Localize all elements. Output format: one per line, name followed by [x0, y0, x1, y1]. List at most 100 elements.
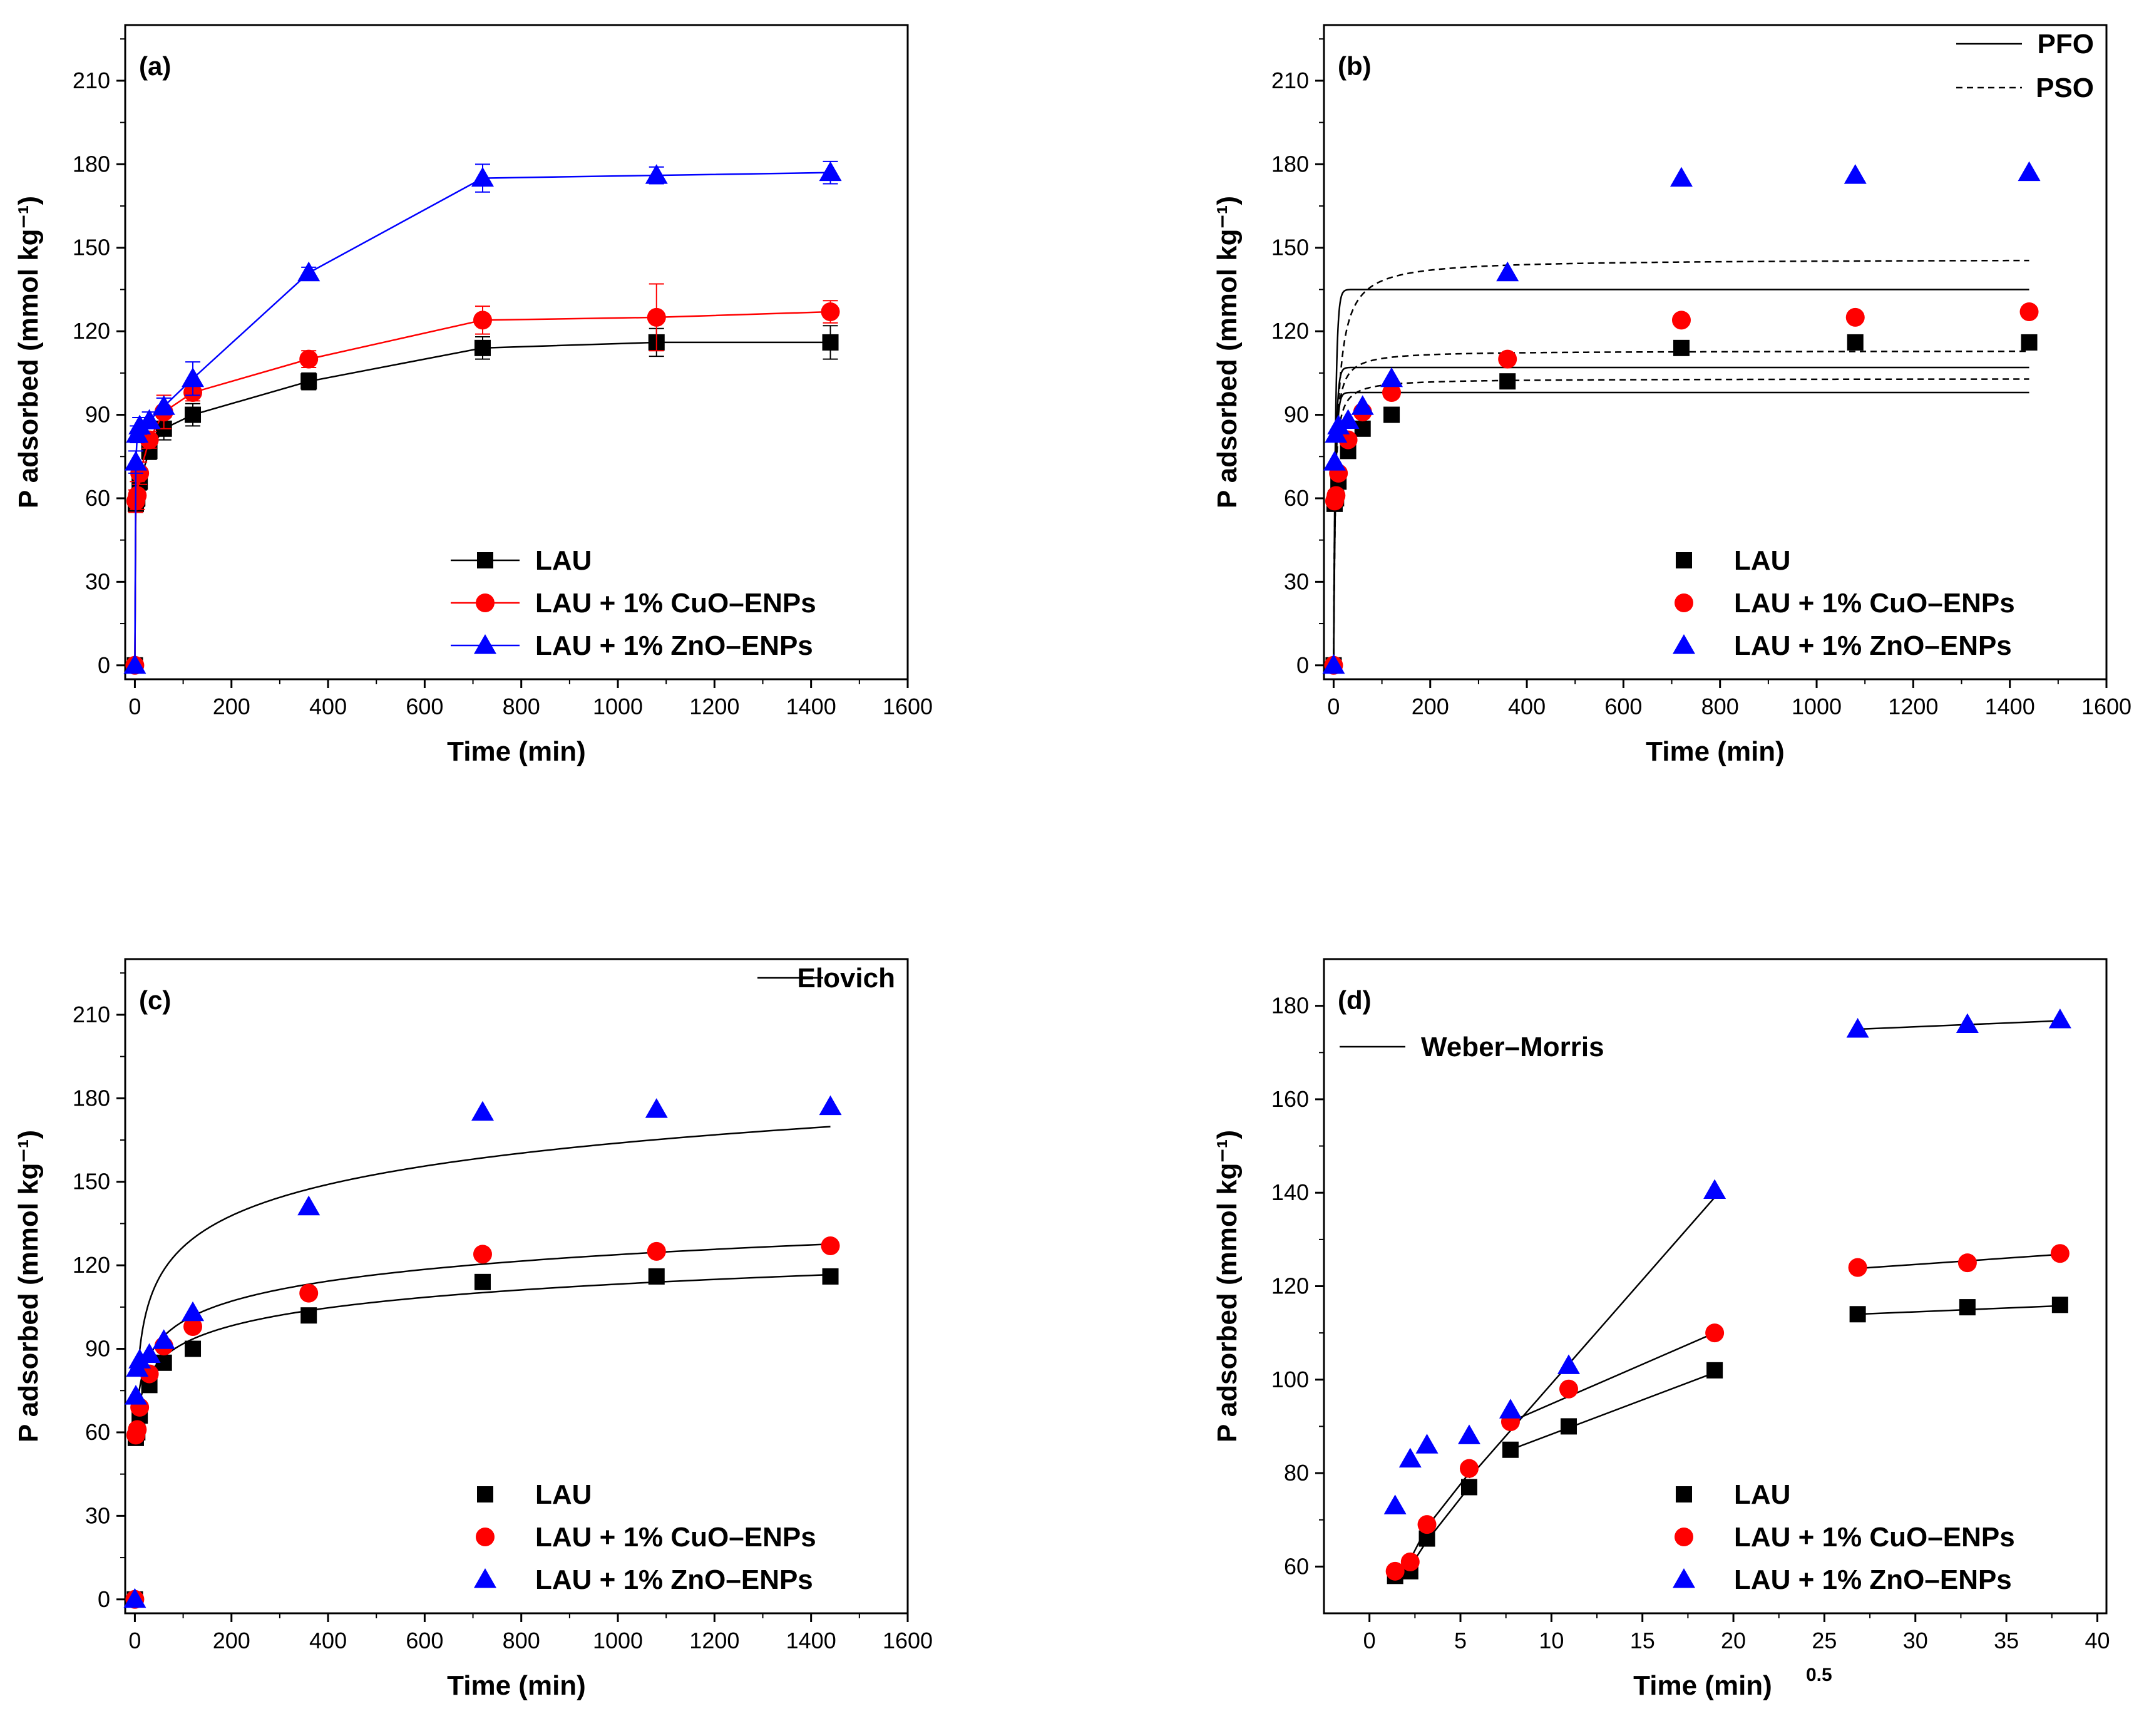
y-tick-label: 90: [1284, 402, 1309, 428]
x-tick-label: 20: [1721, 1628, 1746, 1653]
data-point-triangle: [1703, 1179, 1726, 1199]
x-tick-label: 0: [128, 694, 141, 719]
data-point-circle: [1338, 430, 1358, 449]
data-point-square: [1499, 373, 1516, 390]
legend-marker-circle: [476, 1528, 495, 1546]
data-point-circle: [128, 486, 147, 505]
legend-marker-square: [477, 552, 493, 568]
data-point-square: [648, 1268, 665, 1285]
data-point-square: [822, 1268, 839, 1285]
legend-marker-triangle: [1673, 1568, 1695, 1588]
fit-legend-label: Weber–Morris: [1421, 1032, 1604, 1062]
data-point-triangle: [123, 1588, 146, 1608]
y-tick-label: 90: [85, 402, 110, 428]
y-tick-label: 120: [73, 1252, 110, 1278]
data-point-triangle: [1415, 1434, 1439, 1454]
data-point-circle: [1498, 349, 1517, 369]
legend-marker-square: [477, 1486, 493, 1502]
data-point-circle: [821, 1236, 840, 1256]
series-triangle: [123, 160, 842, 674]
x-tick-label: 200: [213, 694, 250, 719]
panel-label: (b): [1338, 51, 1372, 81]
fit-curve-weber–morris: [1510, 1372, 1715, 1451]
data-point-triangle: [645, 164, 668, 184]
data-point-circle: [1845, 307, 1865, 327]
y-tick-label: 80: [1284, 1460, 1309, 1486]
series-circle: [1385, 1244, 2070, 1581]
data-point-square: [822, 334, 839, 351]
x-tick-label: 800: [1701, 694, 1739, 719]
legend: LAU LAU + 1% CuO–ENPs LAU + 1% ZnO–ENPs: [451, 545, 816, 661]
fit-curve-weber–morris: [1857, 1305, 2060, 1315]
x-tick-label: 0: [128, 1628, 141, 1653]
data-point-triangle: [1457, 1424, 1480, 1444]
series-circle: [125, 1236, 840, 1609]
y-tick-label: 140: [1271, 1179, 1309, 1205]
data-point-triangle: [182, 1301, 205, 1322]
x-tick-label: 30: [1903, 1628, 1928, 1653]
data-point-circle: [1382, 383, 1402, 402]
x-tick-label: 1200: [1888, 694, 1938, 719]
data-point-circle: [140, 430, 159, 449]
data-point-triangle: [152, 395, 175, 415]
data-point-square: [1460, 1479, 1477, 1496]
data-point-square: [300, 1307, 317, 1324]
data-point-triangle: [1670, 167, 1693, 187]
data-point-triangle: [128, 1348, 151, 1369]
x-tick-label: 40: [2085, 1628, 2110, 1653]
data-point-square: [300, 373, 317, 390]
x-tick-label: 35: [1994, 1628, 2019, 1653]
fit-curve-pfo: [1333, 391, 2029, 665]
y-tick-label: 150: [1271, 235, 1309, 260]
series-triangle: [1383, 1009, 2071, 1514]
data-point-circle: [1671, 311, 1691, 330]
data-point-circle: [2019, 302, 2039, 322]
data-point-triangle: [1398, 1447, 1422, 1468]
data-point-square: [1502, 1441, 1519, 1458]
data-point-circle: [473, 1245, 492, 1264]
y-tick-label: 210: [73, 68, 110, 93]
legend-label: LAU: [1734, 1479, 1790, 1510]
data-point-square: [1673, 339, 1690, 356]
y-tick-label: 160: [1271, 1086, 1309, 1112]
y-axis-title: P adsorbed (mmol kg⁻¹): [1212, 196, 1243, 508]
data-point-triangle: [471, 1101, 494, 1121]
legend-marker-square: [1676, 1486, 1692, 1502]
y-tick-label: 210: [73, 1002, 110, 1027]
legend-label: LAU: [535, 545, 592, 576]
legend-marker-square: [1676, 552, 1692, 568]
data-point-triangle: [138, 1343, 161, 1363]
data-point-circle: [1326, 486, 1346, 505]
fit-legend: PFO PSO: [1956, 29, 2094, 103]
y-tick-label: 60: [85, 485, 110, 511]
data-point-circle: [1385, 1561, 1405, 1581]
x-tick-label: 0: [1327, 694, 1340, 719]
fit-curve-pso: [1333, 350, 2029, 665]
y-tick-label: 30: [1284, 568, 1309, 594]
fit-curve-pso: [1333, 378, 2029, 665]
x-tick-label: 800: [503, 694, 540, 719]
data-point-circle: [299, 349, 319, 369]
data-point-square: [1849, 1306, 1866, 1323]
legend: LAU LAU + 1% CuO–ENPs LAU + 1% ZnO–ENPs: [1673, 1479, 2015, 1595]
x-tick-label: 1000: [593, 694, 643, 719]
y-tick-label: 120: [1271, 1273, 1309, 1299]
fit-legend: Elovich: [757, 963, 895, 994]
data-point-triangle: [152, 1329, 175, 1349]
fit-legend-label: Elovich: [798, 963, 896, 994]
data-point-triangle: [1336, 409, 1360, 429]
data-point-circle: [140, 1364, 159, 1384]
legend: LAU LAU + 1% CuO–ENPs LAU + 1% ZnO–ENPs: [474, 1479, 816, 1595]
data-point-triangle: [1327, 414, 1350, 434]
data-point-circle: [647, 307, 666, 327]
data-point-triangle: [819, 161, 842, 182]
x-tick-label: 600: [406, 1628, 443, 1653]
legend-label: LAU + 1% CuO–ENPs: [535, 588, 816, 619]
x-axis-title-exponent: 0.5: [1806, 1665, 1832, 1685]
panel-c-elovich-fit: 0 200 400 600 800 1000 1200 1400 1600 0 30 60 90 120 1…: [13, 958, 933, 1701]
x-tick-label: 5: [1454, 1628, 1467, 1653]
y-tick-label: 60: [85, 1419, 110, 1445]
data-point-circle: [1400, 1552, 1420, 1571]
legend-marker-circle: [1675, 1528, 1693, 1546]
y-tick-label: 90: [85, 1336, 110, 1362]
